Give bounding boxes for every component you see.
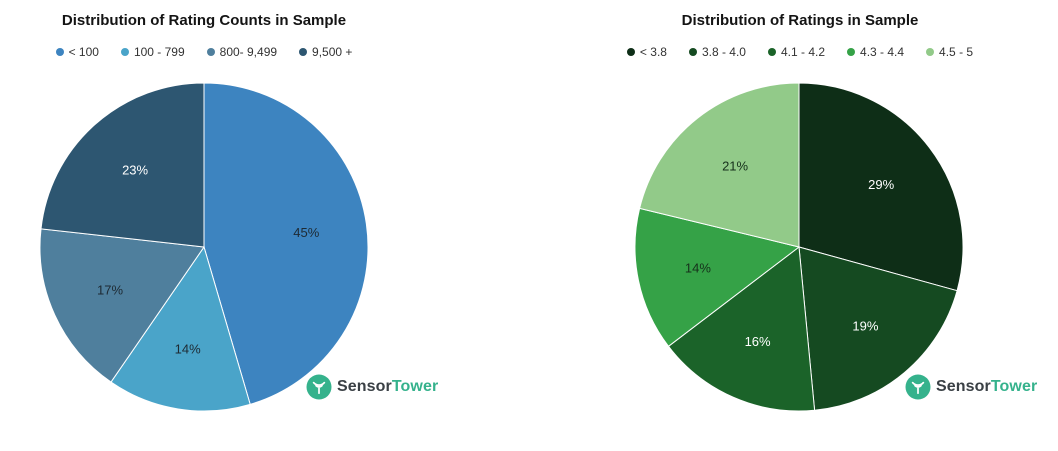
- pie-area: 45% 14% 17% 23% SensorTower: [2, 75, 438, 435]
- legend-swatch: [626, 48, 635, 56]
- pie-area: 29% 19% 16% 14% 21% SensorTower: [580, 75, 1037, 435]
- legend-swatch: [120, 48, 129, 56]
- legend-swatch: [847, 48, 856, 56]
- pie-slice-label: 19%: [852, 319, 878, 334]
- sensortower-wordmark: SensorTower: [936, 374, 1037, 400]
- legend: < 100 100 - 799 800- 9,499 9,500 +: [2, 45, 406, 59]
- legend-label: 9,500 +: [312, 45, 353, 59]
- legend-swatch: [688, 48, 697, 56]
- legend-label: < 100: [68, 45, 99, 59]
- sensortower-logo: SensorTower: [905, 374, 1037, 400]
- brand-text-sensor: Sensor: [936, 378, 991, 395]
- legend-item[interactable]: 800- 9,499: [206, 45, 278, 59]
- chart-rating-counts: Distribution of Rating Counts in Sample …: [2, 0, 438, 435]
- pie-slice[interactable]: [40, 82, 205, 248]
- legend-label: < 3.8: [639, 45, 667, 59]
- legend-label: 4.1 - 4.2: [780, 45, 826, 59]
- legend-swatch: [926, 48, 935, 56]
- pie-slice-label: 16%: [745, 334, 771, 349]
- legend-item[interactable]: 4.5 - 5: [926, 45, 973, 59]
- pie-slice[interactable]: [110, 245, 251, 412]
- pie-slice-label: 14%: [685, 261, 711, 276]
- pie-slice-label: 17%: [97, 282, 123, 297]
- legend-label: 3.8 - 4.0: [701, 45, 746, 59]
- legend-swatch: [767, 48, 776, 56]
- brand-text-tower: Tower: [391, 378, 439, 395]
- legend-item[interactable]: 3.8 - 4.0: [688, 45, 746, 59]
- chart-inner: Distribution of Ratings in Sample < 3.8 3…: [580, 0, 1037, 435]
- pie-slice[interactable]: [798, 246, 958, 411]
- pie-slice-label: 29%: [868, 177, 894, 192]
- legend-label: 4.5 - 5: [939, 45, 974, 59]
- legend-label: 800- 9,499: [219, 45, 278, 59]
- legend: < 3.8 3.8 - 4.0 4.1 - 4.2 4.3 - 4.4 4.5 - 5: [580, 45, 1020, 59]
- legend-swatch: [55, 48, 64, 56]
- legend-item[interactable]: 4.3 - 4.4: [847, 45, 904, 59]
- brand-text-tower: Tower: [990, 378, 1038, 395]
- pie-slice-label: 23%: [122, 163, 148, 178]
- sensortower-logo: SensorTower: [306, 374, 438, 400]
- pie-slice-label: 45%: [293, 225, 319, 240]
- pie-slice[interactable]: [39, 228, 205, 383]
- pie-slice[interactable]: [639, 82, 800, 248]
- legend-label: 4.3 - 4.4: [860, 45, 905, 59]
- pie-slice[interactable]: [667, 246, 816, 412]
- legend-item[interactable]: < 3.8: [626, 45, 667, 59]
- chart-ratings: Distribution of Ratings in Sample < 3.8 3…: [529, 0, 1058, 451]
- pie-slice[interactable]: [634, 207, 801, 348]
- legend-item[interactable]: 100 - 799: [120, 45, 185, 59]
- legend-swatch: [206, 48, 215, 56]
- legend-item[interactable]: 4.1 - 4.2: [767, 45, 826, 59]
- sensortower-wordmark: SensorTower: [337, 374, 438, 400]
- legend-item[interactable]: < 100: [55, 45, 99, 59]
- chart-title: Distribution of Ratings in Sample: [681, 12, 919, 29]
- pie-slice[interactable]: [798, 82, 964, 292]
- chart-title: Distribution of Rating Counts in Sample: [61, 12, 347, 29]
- pie-svg: 45% 14% 17% 23%: [39, 82, 369, 412]
- pie-slice-label: 14%: [175, 342, 201, 357]
- legend-item[interactable]: 9,500 +: [299, 45, 352, 59]
- brand-text-sensor: Sensor: [337, 378, 392, 395]
- chart-inner: Distribution of Rating Counts in Sample …: [2, 0, 438, 435]
- legend-swatch: [299, 48, 308, 56]
- pie-slice[interactable]: [203, 82, 369, 405]
- legend-label: 100 - 799: [133, 45, 185, 59]
- pie-svg: 29% 19% 16% 14% 21%: [634, 82, 964, 412]
- sensortower-icon: [905, 374, 931, 400]
- sensortower-icon: [306, 374, 332, 400]
- pie-slice-label: 21%: [722, 158, 748, 173]
